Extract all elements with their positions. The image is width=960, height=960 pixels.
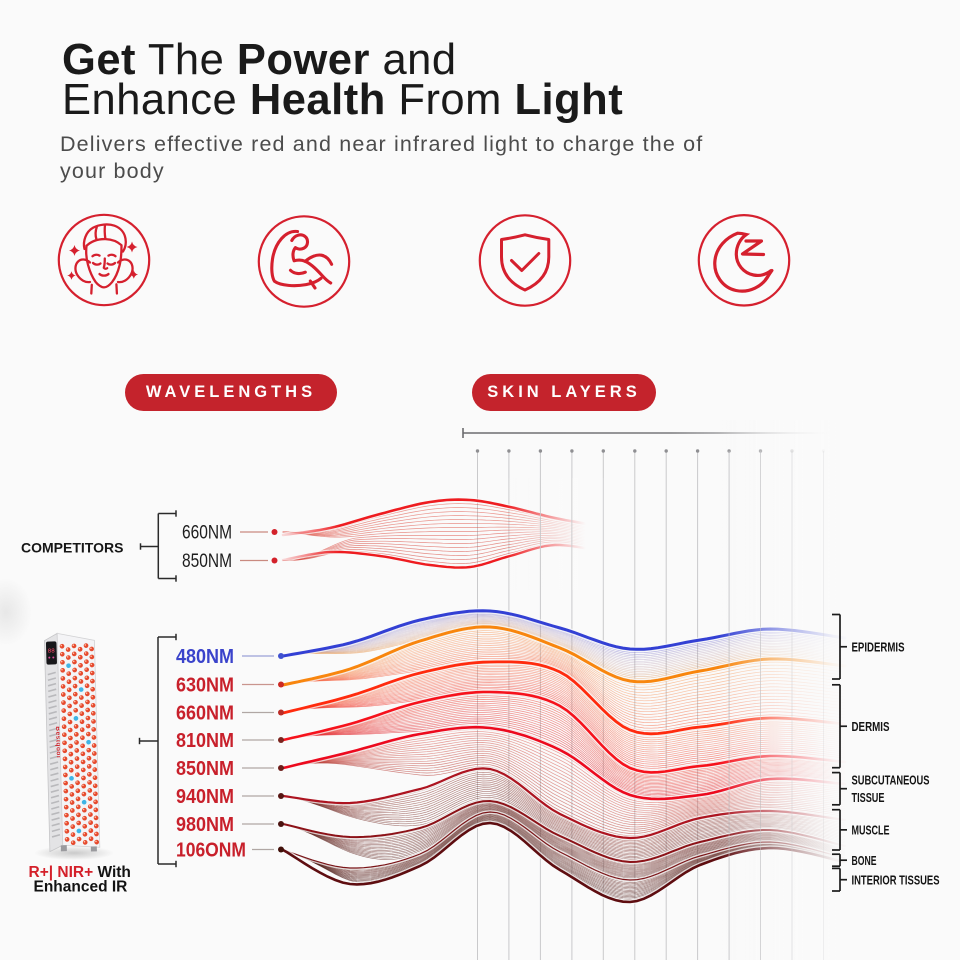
svg-text:850NM: 850NM [176,757,234,780]
svg-text:Enhanced IR: Enhanced IR [34,879,128,896]
svg-text:DERMIS: DERMIS [852,719,890,734]
svg-text:MUSCLE: MUSCLE [852,823,890,838]
svg-text:630NM: 630NM [176,674,234,697]
svg-text:980NM: 980NM [176,813,234,836]
svg-text:850NM: 850NM [182,550,232,572]
svg-text:Bestqool: Bestqool [54,726,62,758]
svg-text:COMPETITORS: COMPETITORS [21,540,123,556]
svg-text:BONE: BONE [852,853,877,868]
svg-text:SUBCUTANEOUS: SUBCUTANEOUS [852,773,930,788]
svg-text:940NM: 940NM [176,785,234,808]
svg-text:810NM: 810NM [176,729,234,752]
svg-text:TISSUE: TISSUE [852,790,885,805]
svg-text:106ONM: 106ONM [176,839,246,862]
svg-text:R+| NIR+ With: R+| NIR+ With [29,864,131,881]
svg-text:88: 88 [48,647,56,654]
svg-text:660NM: 660NM [182,522,232,544]
svg-text:660NM: 660NM [176,702,234,725]
svg-text:EPIDERMIS: EPIDERMIS [852,639,905,654]
svg-text:480NM: 480NM [176,645,234,668]
svg-text:INTERIOR TISSUES: INTERIOR TISSUES [852,872,940,887]
